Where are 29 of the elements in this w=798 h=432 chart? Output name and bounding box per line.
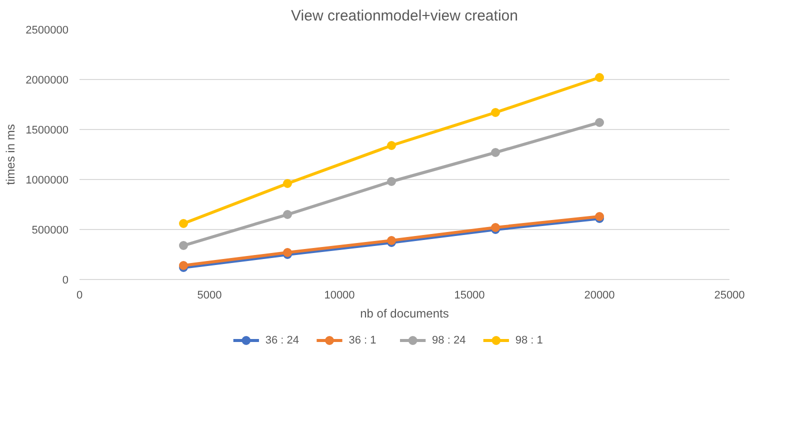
y-tick-label: 0 [62, 274, 69, 286]
x-tick-label: 10000 [324, 290, 355, 302]
point [595, 118, 604, 127]
y-tick-label: 2000000 [26, 74, 69, 86]
y-tick-label: 1000000 [26, 174, 69, 186]
y-tick-label: 1500000 [26, 124, 69, 136]
chart-title: View creationmodel+view creation [291, 8, 518, 24]
point [179, 241, 188, 250]
point [491, 108, 500, 117]
legend-label: 36 : 24 [265, 334, 300, 346]
x-tick-label: 5000 [197, 290, 222, 302]
point [387, 177, 396, 186]
x-tick-label: 20000 [584, 290, 615, 302]
legend-label: 98 : 1 [515, 334, 543, 346]
point [595, 73, 604, 82]
legend-label: 36 : 1 [348, 334, 376, 346]
x-tick-label: 0 [76, 290, 83, 302]
y-tick-label: 2500000 [26, 24, 69, 36]
x-tick-label: 15000 [454, 290, 485, 302]
x-tick-label: 25000 [714, 290, 745, 302]
point [283, 210, 292, 219]
point [179, 219, 188, 228]
y-tick-label: 500000 [32, 224, 69, 236]
legend-label: 98 : 24 [432, 334, 466, 346]
point [283, 179, 292, 188]
point [387, 141, 396, 150]
point [491, 148, 500, 157]
y-axis-title: times in ms [4, 124, 18, 185]
x-axis-title: nb of documents [360, 306, 449, 320]
